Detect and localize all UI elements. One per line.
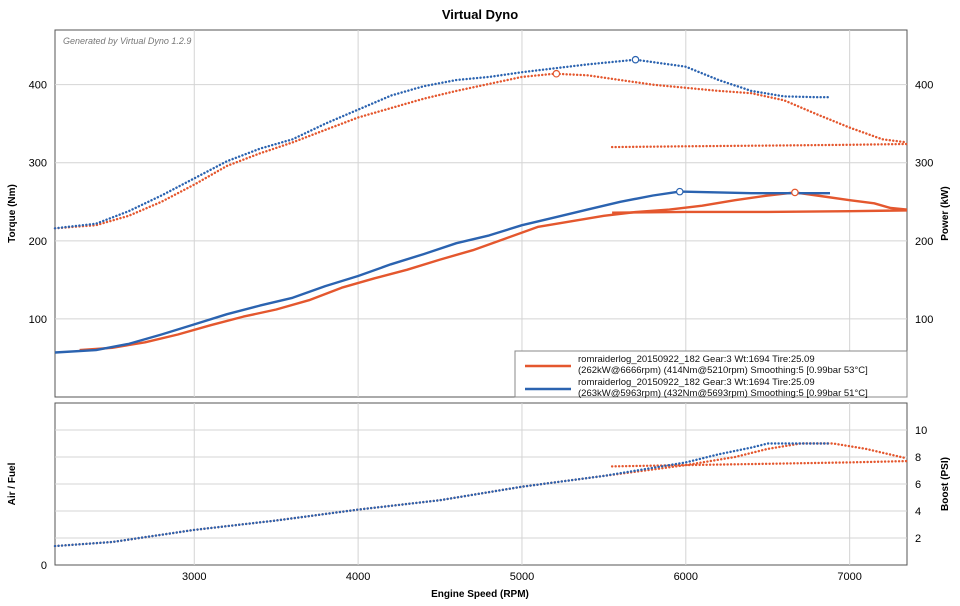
top-gridlines (55, 30, 907, 397)
top-series-line-4 (612, 209, 908, 214)
legend-run1-line2: (262kW@6666rpm) (414Nm@5210rpm) Smoothin… (578, 365, 868, 376)
bottom-panel: 0 2 4 6 8 10 Air / Fuel Boost (PSI) (7, 402, 951, 572)
airfuel-tick-label: 0 (41, 560, 47, 572)
power-tick-label: 400 (915, 80, 933, 92)
top-series-line-2 (53, 58, 832, 230)
torque-tick-label: 300 (29, 158, 47, 170)
top-series-line-0 (53, 72, 909, 230)
power-tick-label: 200 (915, 236, 933, 248)
peak-marker-3 (675, 187, 684, 196)
watermark-text: Generated by Virtual Dyno 1.2.9 (63, 36, 191, 46)
rpm-axis-ticks: 3000 4000 5000 6000 7000 (182, 571, 862, 583)
boost-tick-label: 8 (915, 452, 921, 464)
torque-tick-label: 100 (29, 314, 47, 326)
legend-run2-line1: romraiderlog_20150922_182 Gear:3 Wt:1694… (578, 377, 815, 388)
boost-tick-label: 4 (915, 506, 921, 518)
airfuel-axis-label: Air / Fuel (7, 462, 18, 505)
boost-tick-label: 6 (915, 479, 921, 491)
power-axis-label: Power (kW) (940, 186, 951, 240)
peak-marker-1 (631, 55, 640, 64)
top-series-line-5 (54, 190, 830, 354)
bottom-series-group (53, 442, 909, 548)
rpm-axis-label: Engine Speed (RPM) (431, 589, 529, 600)
legend-run1-line1: romraiderlog_20150922_182 Gear:3 Wt:1694… (578, 354, 815, 365)
boost-axis-ticks: 2 4 6 8 10 (915, 425, 927, 545)
boost-axis-label: Boost (PSI) (940, 457, 951, 511)
boost-tick-label: 10 (915, 425, 927, 437)
top-series-group (53, 58, 909, 354)
peak-marker-2 (791, 188, 799, 197)
bottom-gridlines (55, 403, 907, 565)
torque-tick-label: 400 (29, 80, 47, 92)
legend-box (514, 350, 908, 398)
peak-marker-0 (552, 69, 561, 78)
torque-tick-label: 200 (29, 236, 47, 248)
top-panel: Generated by Virtual Dyno 1.2.9 100 200 30… (7, 29, 951, 399)
top-plot-frame (54, 29, 908, 398)
chart-title: Virtual Dyno (442, 7, 518, 22)
legend: romraiderlog_20150922_182 Gear:3 Wt:1694… (514, 350, 908, 399)
power-tick-label: 100 (915, 314, 933, 326)
x-tick-label: 4000 (346, 571, 370, 583)
power-tick-label: 300 (915, 158, 933, 170)
airfuel-axis-ticks: 0 (41, 560, 47, 572)
bottom-series-line-2 (53, 442, 832, 548)
power-axis-ticks: 100 200 300 400 (915, 80, 933, 326)
x-tick-label: 6000 (674, 571, 698, 583)
peak-markers (552, 55, 799, 197)
boost-tick-label: 2 (915, 533, 921, 545)
x-tick-label: 3000 (182, 571, 206, 583)
torque-axis-ticks: 100 200 300 400 (29, 80, 47, 326)
legend-run2-line2: (263kW@5963rpm) (432Nm@5693rpm) Smoothin… (578, 388, 868, 399)
x-tick-label: 7000 (837, 571, 861, 583)
torque-axis-label: Torque (Nm) (7, 184, 18, 243)
x-tick-label: 5000 (510, 571, 534, 583)
top-series-line-1 (610, 142, 909, 149)
